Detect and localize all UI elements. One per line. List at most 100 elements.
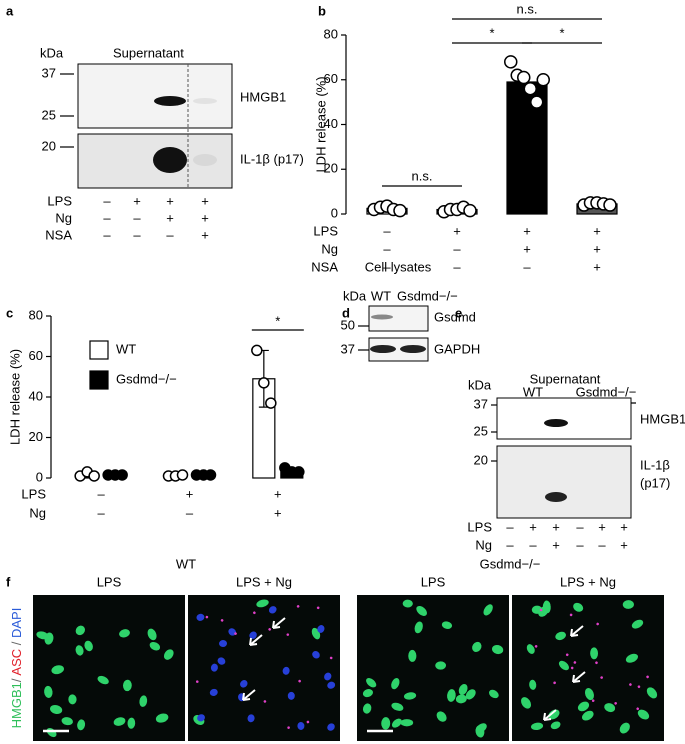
blot-band xyxy=(154,96,186,106)
condition-sign: – xyxy=(453,259,461,274)
cell-nucleus xyxy=(209,688,218,696)
condition-sign: + xyxy=(274,505,282,520)
stain-label-part: ASC xyxy=(9,649,24,676)
cell-nucleus xyxy=(475,725,485,738)
condition-sign: – xyxy=(523,259,531,274)
mw-unit: kDa xyxy=(40,45,64,60)
condition-sign: – xyxy=(103,210,111,225)
cell-nucleus xyxy=(400,719,414,727)
condition-sign: + xyxy=(593,223,601,238)
condition-sign: – xyxy=(453,241,461,256)
cell-nucleus xyxy=(590,647,599,660)
condition-sign: + xyxy=(201,193,209,208)
cell-nucleus xyxy=(577,701,590,712)
condition-label: LPS xyxy=(467,519,492,534)
condition-sign: – xyxy=(186,505,194,520)
cell-nucleus xyxy=(51,665,64,675)
condition-sign: + xyxy=(620,519,628,534)
cell-nucleus xyxy=(97,675,109,685)
condition-label: LPS + Ng xyxy=(236,574,292,589)
cell-nucleus xyxy=(282,666,290,675)
condition-label: LPS + Ng xyxy=(560,574,616,589)
mw-marker: 25 xyxy=(474,423,488,438)
y-axis-label: LDH release (%) xyxy=(7,349,22,445)
cell-nucleus xyxy=(205,615,209,619)
cell-nucleus xyxy=(327,681,336,689)
cell-nucleus xyxy=(306,720,310,724)
cell-nucleus xyxy=(36,631,49,640)
blot-band xyxy=(193,154,217,166)
data-point xyxy=(176,469,189,481)
data-point xyxy=(504,55,518,69)
cell-nucleus xyxy=(316,606,320,610)
condition-label: NSA xyxy=(311,259,338,274)
cell-nucleus xyxy=(458,683,468,695)
y-tick-label: 0 xyxy=(36,469,43,484)
condition-label: LPS xyxy=(47,193,72,208)
y-tick-label: 0 xyxy=(331,205,338,220)
cell-nucleus xyxy=(147,628,157,641)
condition-sign: + xyxy=(552,537,560,552)
cell-nucleus xyxy=(455,694,467,704)
condition-sign: – xyxy=(133,227,141,242)
cell-nucleus xyxy=(472,641,482,653)
cell-nucleus xyxy=(381,717,391,730)
condition-sign: – xyxy=(576,537,584,552)
data-point xyxy=(603,198,617,212)
cell-nucleus xyxy=(113,717,126,726)
group-label: Gsdmd−/− xyxy=(480,556,541,571)
cell-nucleus xyxy=(646,675,649,679)
cell-nucleus xyxy=(629,683,632,686)
y-tick-label: 20 xyxy=(324,161,338,176)
cell-nucleus xyxy=(287,691,295,700)
condition-sign: + xyxy=(529,519,537,534)
panel-letter: a xyxy=(6,3,14,18)
cell-nucleus xyxy=(362,689,374,698)
condition-sign: – xyxy=(529,537,537,552)
cell-nucleus xyxy=(483,604,493,616)
condition-label: LPS xyxy=(97,574,122,589)
blot-title: Supernatant xyxy=(113,45,184,60)
y-tick-label: 40 xyxy=(324,116,338,131)
group-label: WT xyxy=(176,556,196,571)
band-label: IL-1β xyxy=(640,457,670,472)
cell-nucleus xyxy=(329,656,333,660)
condition-sign: + xyxy=(166,210,174,225)
cell-nucleus xyxy=(44,685,53,698)
condition-sign: + xyxy=(133,193,141,208)
cell-nucleus xyxy=(234,632,237,635)
band-label: GAPDH xyxy=(434,341,480,356)
cell-nucleus xyxy=(636,707,640,711)
cell-nucleus xyxy=(163,649,174,660)
cell-nucleus xyxy=(530,722,544,731)
data-point xyxy=(258,377,270,389)
condition-label: NSA xyxy=(45,227,72,242)
lane-label: WT xyxy=(371,288,391,303)
condition-sign: + xyxy=(523,241,531,256)
significance-label: n.s. xyxy=(412,168,433,183)
cell-nucleus xyxy=(573,661,577,664)
band-label: IL-1β (p17) xyxy=(240,151,304,166)
stain-label-part: DAPI xyxy=(9,608,24,638)
mw-marker: 37 xyxy=(474,396,488,411)
stain-label-part: HMGB1 xyxy=(9,682,24,728)
cell-nucleus xyxy=(595,661,598,665)
condition-label: Ng xyxy=(475,537,492,552)
data-point xyxy=(116,469,128,481)
cell-nucleus xyxy=(219,640,228,648)
significance-label: * xyxy=(275,313,280,328)
cell-nucleus xyxy=(435,661,447,670)
cell-nucleus xyxy=(550,721,561,730)
cell-nucleus xyxy=(637,709,650,720)
blot-band xyxy=(371,314,393,320)
data-point xyxy=(204,469,217,481)
data-point xyxy=(251,344,263,357)
condition-sign: + xyxy=(274,486,282,501)
condition-sign: – xyxy=(133,210,141,225)
cell-nucleus xyxy=(447,689,456,702)
cell-nucleus xyxy=(217,657,226,665)
cell-nucleus xyxy=(625,653,638,663)
cell-nucleus xyxy=(240,680,248,688)
arrow xyxy=(272,617,286,629)
arrow xyxy=(543,709,557,721)
